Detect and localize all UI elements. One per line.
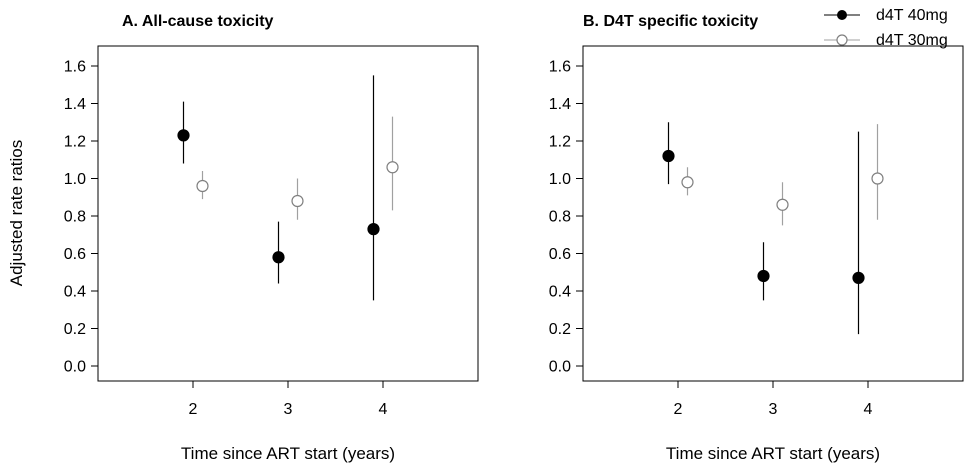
- x-tick-label: 4: [864, 401, 873, 418]
- plot-frame: [97, 45, 479, 382]
- y-tick-label: 0.8: [64, 209, 86, 226]
- data-point: [272, 251, 285, 264]
- y-tick-label: 0.0: [549, 359, 571, 376]
- data-point: [776, 198, 789, 211]
- legend-marker-40mg: [837, 10, 847, 20]
- x-axis: 2 3 4: [189, 381, 388, 418]
- x-tick-label: 4: [379, 401, 388, 418]
- y-tick-label: 1.6: [64, 59, 86, 76]
- y-tick-label: 1.4: [64, 96, 86, 113]
- y-tick-label: 0.0: [64, 359, 86, 376]
- data-point: [291, 194, 304, 208]
- x-tick-label: 3: [769, 401, 778, 418]
- x-axis-label: Time since ART start (years): [666, 444, 880, 463]
- y-tick-label: 0.6: [64, 246, 86, 263]
- x-tick-label: 2: [189, 401, 198, 418]
- y-axis: 0.0 0.2 0.4 0.6 0.8 1.0 1.2 1.4 1.6: [64, 59, 98, 376]
- panel-title: A. All-cause toxicity: [122, 13, 274, 30]
- legend-label-30mg: d4T 30mg: [876, 32, 948, 49]
- x-axis-label: Time since ART start (years): [181, 444, 395, 463]
- legend: d4T 40mg d4T 30mg: [824, 7, 948, 49]
- data-point: [681, 176, 694, 189]
- y-tick-label: 0.2: [549, 321, 571, 338]
- data-point: [757, 269, 770, 283]
- data-marks: [177, 75, 399, 301]
- y-tick-label: 0.8: [549, 209, 571, 226]
- y-tick-label: 0.4: [549, 284, 571, 301]
- y-tick-label: 1.0: [64, 171, 86, 188]
- panel-title: B. D4T specific toxicity: [583, 13, 758, 30]
- data-point: [177, 129, 190, 142]
- y-tick-label: 0.2: [64, 321, 86, 338]
- data-point: [367, 223, 380, 236]
- plot-frame: [582, 45, 964, 382]
- y-tick-label: 1.4: [549, 96, 571, 113]
- y-tick-label: 0.4: [64, 284, 86, 301]
- data-point: [196, 179, 209, 193]
- data-point: [386, 161, 399, 174]
- y-tick-label: 1.6: [549, 59, 571, 76]
- legend-marker-30mg: [836, 34, 848, 46]
- data-marks: [662, 122, 884, 335]
- panel-d4t-specific: B. D4T specific toxicity 0.0 0.2 0.4 0.6 0.8…: [549, 13, 964, 463]
- data-point: [662, 149, 675, 163]
- x-tick-label: 3: [284, 401, 293, 418]
- data-point: [871, 172, 884, 185]
- y-tick-label: 1.0: [549, 171, 571, 188]
- x-tick-label: 2: [674, 401, 683, 418]
- y-tick-label: 0.6: [549, 246, 571, 263]
- x-axis: 2 3 4: [674, 381, 873, 418]
- data-point: [852, 271, 865, 284]
- panel-all-cause: A. All-cause toxicity 0.0 0.2 0.4 0.6 0.8 1.0…: [7, 13, 479, 463]
- y-axis: 0.0 0.2 0.4 0.6 0.8 1.0 1.2 1.4 1.6: [549, 59, 583, 376]
- y-axis-label: Adjusted rate ratios: [7, 140, 26, 286]
- y-tick-label: 1.2: [549, 134, 571, 151]
- legend-label-40mg: d4T 40mg: [876, 7, 948, 24]
- y-tick-label: 1.2: [64, 134, 86, 151]
